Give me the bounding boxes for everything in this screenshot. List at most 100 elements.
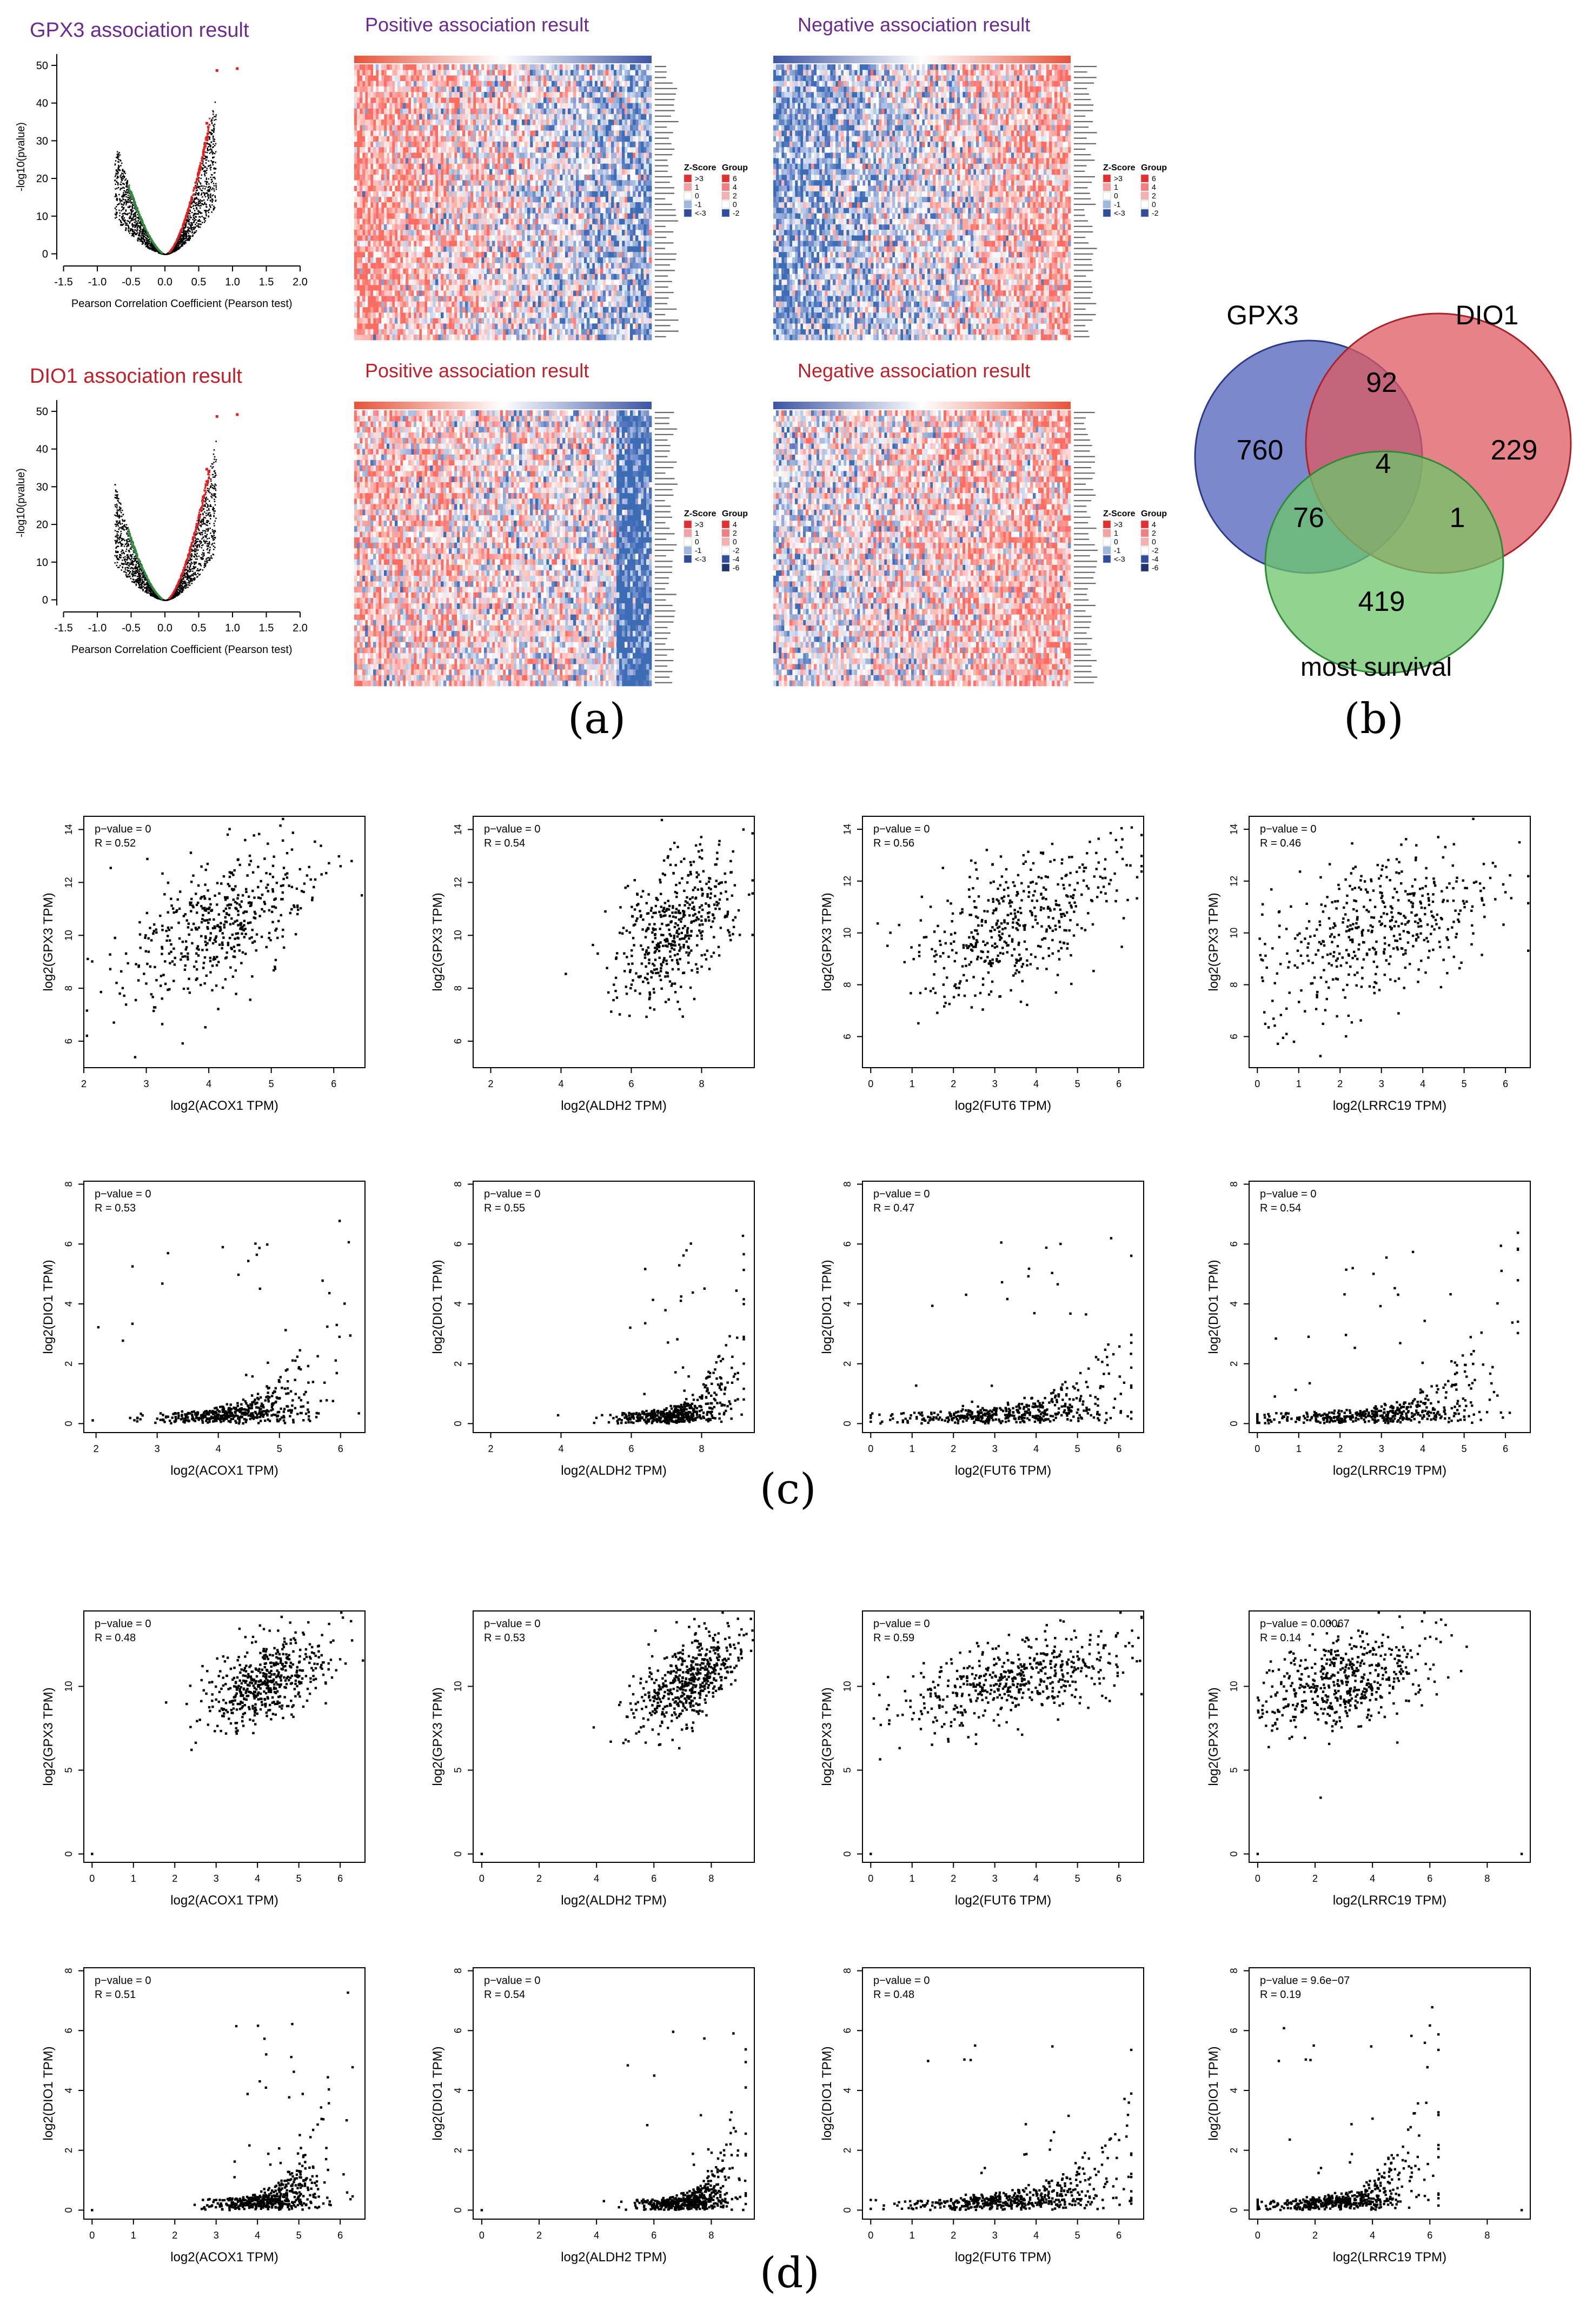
r-value-text: R = 0.19 <box>1260 1989 1301 2001</box>
x-tick-label: 0 <box>479 2230 484 2241</box>
legend-zscore-label: 0 <box>695 537 699 546</box>
legend-group-label: 0 <box>733 537 737 546</box>
y-tick-label: 10 <box>36 211 48 223</box>
heatmap-gene-labels <box>1074 411 1098 683</box>
x-tick-label: 4 <box>1370 1873 1375 1884</box>
x-tick-label: 4 <box>1033 1443 1039 1454</box>
y-tick-label: 8 <box>1229 1182 1239 1187</box>
x-tick-label: 0 <box>89 1873 95 1884</box>
x-tick-label: 6 <box>1503 1443 1508 1454</box>
venn-count-gpx3-dio1: 92 <box>1366 367 1397 398</box>
y-tick-label: 10 <box>63 1681 74 1692</box>
x-tick-label: 5 <box>1075 1873 1080 1884</box>
p-value-text: p−value = 0 <box>484 1618 541 1630</box>
heatmap-cells <box>781 64 1066 341</box>
legend-group-label: -4 <box>733 555 740 563</box>
y-tick-label: 12 <box>63 877 74 888</box>
p-value-text: p−value = 0 <box>95 1975 151 1987</box>
x-tick-label: 3 <box>155 1443 160 1454</box>
p-value-text: p−value = 0 <box>873 1188 930 1200</box>
x-tick-label: 6 <box>628 1078 634 1089</box>
y-tick-label: 8 <box>63 1182 74 1187</box>
x-axis-label: log2(FUT6 TPM) <box>955 2250 1051 2265</box>
x-tick-label: 0.0 <box>157 276 172 288</box>
x-tick-label: 0.5 <box>191 276 207 288</box>
scatter-plot-13: 0 1 2 3 4 5 6 0 2 4 6 8 log2(ACOX1 TPM) log2(DIO1 TPM… <box>41 1967 366 2265</box>
x-tick-label: 3 <box>992 2230 998 2241</box>
scatter-points <box>1256 1231 1519 1424</box>
heatmap-cells <box>354 70 628 335</box>
x-tick-label: 8 <box>708 2230 714 2241</box>
y-tick-label: 4 <box>63 1301 74 1307</box>
heatmap-cells <box>360 410 652 687</box>
legend-zscore-label: 0 <box>1114 191 1118 200</box>
p-value-text: p−value = 0 <box>484 1975 541 1987</box>
legend-group-label: -6 <box>1152 563 1159 572</box>
y-tick-label: 8 <box>453 985 463 991</box>
heatmap-cells <box>354 64 652 341</box>
plot-frame <box>83 816 366 1068</box>
y-tick-label: 12 <box>1229 876 1239 887</box>
y-axis-label: log2(GPX3 TPM) <box>820 1687 834 1786</box>
y-axis-label: log2(DIO1 TPM) <box>820 1260 834 1354</box>
heatmap-annotation-bar <box>354 56 652 63</box>
x-tick-label: 4 <box>594 1873 599 1884</box>
legend-swatch <box>1103 537 1111 546</box>
x-tick-label: 2 <box>536 1873 542 1884</box>
legend-swatch <box>683 555 692 563</box>
volcano-plot-dio1: DIO1 association result -1.5 -1.0 -0.5 0.0 0.… <box>15 365 308 656</box>
legend-swatch <box>683 191 692 200</box>
y-tick-label: 4 <box>453 2088 463 2093</box>
volcano-top-points <box>205 67 239 125</box>
y-tick-label: 6 <box>842 2028 853 2033</box>
volcano-points <box>114 101 217 255</box>
legend-swatch <box>1140 555 1149 563</box>
venn-count-gpx3-only: 760 <box>1237 435 1284 466</box>
panel-a-label: (a) <box>568 695 626 743</box>
x-tick-label: 2 <box>81 1078 87 1089</box>
legend-zscore-label: >3 <box>1114 174 1123 183</box>
legend-swatch <box>683 537 692 546</box>
heatmap-cells <box>511 86 641 291</box>
scatter-points <box>91 1611 364 1855</box>
p-value-text: p−value = 0 <box>1260 1188 1317 1200</box>
legend-swatch <box>683 209 692 217</box>
y-tick-label: 8 <box>842 1182 853 1187</box>
x-tick-label: 4 <box>1420 1078 1425 1089</box>
legend-swatch <box>1103 200 1111 209</box>
y-tick-label: 0 <box>1229 1421 1239 1426</box>
x-tick-label: 5 <box>1075 1443 1080 1454</box>
legend-group-label: 0 <box>733 200 737 209</box>
legend-group-label: -2 <box>1152 546 1159 555</box>
y-tick-label: 0 <box>842 2207 853 2213</box>
p-value-text: p−value = 0 <box>873 1618 930 1630</box>
heatmap-cells <box>773 416 1068 687</box>
legend-zscore-label: >3 <box>695 520 703 529</box>
x-tick-label: 6 <box>1503 1078 1508 1089</box>
legend-group-label: 6 <box>733 174 737 183</box>
x-tick-label: 6 <box>1427 1873 1432 1884</box>
legend-swatch <box>1103 183 1111 191</box>
legend-zscore-label: 0 <box>1114 537 1118 546</box>
x-tick-label: 3 <box>144 1078 149 1089</box>
x-tick-label: 0 <box>1255 2230 1260 2241</box>
x-tick-label: -1.5 <box>54 276 72 288</box>
scatter-plot-9: 0 1 2 3 4 5 6 0 5 10 log2(ACOX1 TPM) log2(GPX3 TPM)… <box>41 1610 366 1908</box>
x-axis-label: log2(ACOX1 TPM) <box>170 1893 278 1908</box>
heatmap-gene-labels <box>1074 65 1097 337</box>
heatmap-cells <box>773 410 1060 687</box>
x-tick-label: 2 <box>1337 1443 1343 1454</box>
panel-d-label: (d) <box>760 2249 820 2298</box>
y-tick-label: 50 <box>36 406 48 418</box>
p-value-text: p−value = 0 <box>873 823 930 835</box>
legend-group-label: 0 <box>1152 200 1156 209</box>
x-tick-label: 2 <box>1312 1873 1318 1884</box>
x-tick-label: 6 <box>337 2230 343 2241</box>
x-tick-label: 1 <box>131 2230 136 2241</box>
legend-group-title: Group <box>1141 509 1167 518</box>
x-tick-label: 1.0 <box>225 622 240 634</box>
scatter-plot-15: 0 1 2 3 4 5 6 0 2 4 6 8 log2(FUT6 TPM) log2(DIO1 TPM)… <box>820 1967 1144 2265</box>
x-tick-label: 6 <box>337 1873 343 1884</box>
scatter-plot-8: 0 1 2 3 4 5 6 0 2 4 6 8 log2(LRRC19 TPM) log2(DIO1 TP… <box>1206 1181 1531 1478</box>
scatter-points <box>870 1611 1143 1855</box>
